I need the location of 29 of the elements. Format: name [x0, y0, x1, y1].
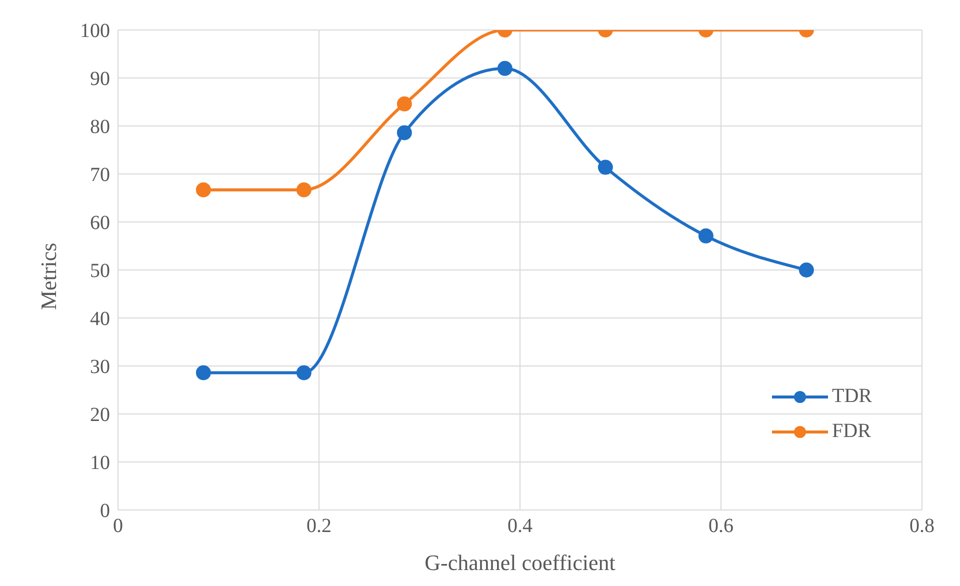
y-tick-label: 100	[80, 20, 110, 42]
x-tick-label: 0.8	[910, 515, 934, 538]
y-tick-label: 60	[90, 212, 110, 234]
point	[196, 365, 211, 380]
y-tick-label: 20	[90, 404, 110, 426]
point	[698, 228, 714, 244]
y-tick-label: 70	[90, 164, 110, 186]
legend-label: FDR	[832, 420, 871, 443]
point	[296, 365, 312, 380]
legend-label: TDR	[832, 385, 872, 408]
y-tick-label: 10	[90, 452, 110, 474]
x-tick-label: 0.4	[508, 515, 532, 538]
y-tick-label: 30	[90, 356, 110, 378]
point	[497, 60, 512, 76]
point	[396, 125, 412, 140]
point	[296, 182, 312, 198]
point	[196, 182, 211, 198]
y-tick-label: 40	[90, 308, 110, 330]
point	[798, 262, 814, 278]
y-tick-label: 80	[90, 116, 110, 138]
y-tick-label: 50	[90, 260, 110, 282]
x-axis-title: G-channel coefficient	[424, 550, 616, 575]
y-axis-title: Metrics	[36, 242, 61, 310]
y-tick-label: 90	[90, 68, 110, 90]
x-tick-label: 0.6	[708, 515, 734, 538]
point	[598, 160, 613, 175]
point	[396, 96, 412, 112]
y-tick-label: 0	[100, 500, 110, 522]
x-tick-label: 0.2	[306, 515, 332, 538]
